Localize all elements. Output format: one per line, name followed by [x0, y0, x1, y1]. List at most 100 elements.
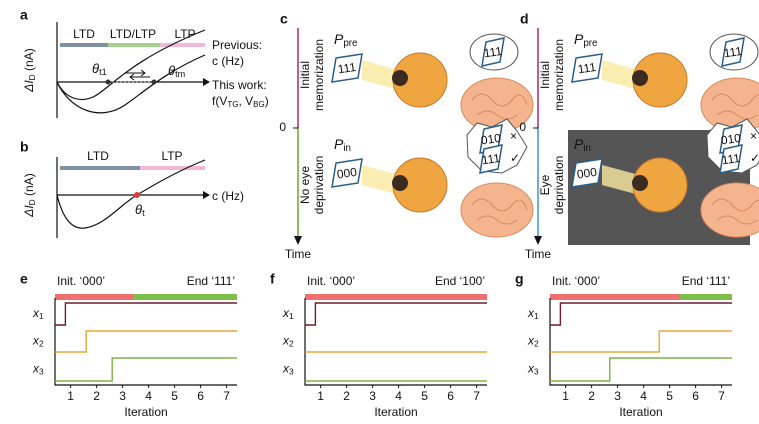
card: [481, 37, 505, 67]
threshold-label: θtm: [168, 63, 185, 79]
right-mark: ✓: [750, 151, 759, 165]
main: P: [574, 136, 584, 152]
start-label: Init. ‘000’: [552, 274, 600, 288]
signal-label: x1: [32, 306, 44, 321]
panel-label: a: [20, 7, 28, 23]
start-label: Init. ‘000’: [57, 274, 105, 288]
end: ): [265, 94, 269, 108]
region-label: LTP: [161, 149, 182, 163]
region-label: LTD: [87, 149, 109, 163]
axis: [549, 298, 732, 386]
main: θ: [135, 202, 142, 217]
main: θ: [168, 63, 175, 78]
main: P: [334, 31, 344, 47]
state-bar: [55, 294, 133, 300]
mid: , V: [238, 94, 253, 108]
pattern-text: 111: [577, 60, 597, 76]
unit: (nA): [22, 48, 36, 74]
region-label: LTD/LTP: [110, 27, 156, 41]
brain-folds: [711, 198, 759, 225]
pattern-text: 111: [337, 60, 357, 76]
x-axis-label: Iteration: [619, 405, 662, 419]
main: x: [527, 306, 535, 320]
card: [571, 158, 603, 188]
panel-label: d: [520, 11, 529, 27]
main: x: [32, 362, 40, 376]
card: [479, 144, 503, 174]
signal-label: x2: [527, 334, 539, 349]
panel-b-drawing: [56, 157, 210, 238]
x-tick-label: 5: [171, 389, 178, 403]
panel-label: c: [280, 11, 288, 27]
x-tick-label: 7: [223, 389, 230, 403]
sub: pre: [343, 38, 358, 49]
main: ΔI: [22, 80, 36, 93]
pattern-text: 111: [483, 44, 503, 60]
pattern-text: 111: [721, 151, 741, 167]
panel-a-drawing: [56, 22, 210, 118]
sub: 3: [289, 367, 294, 377]
threshold-label: θt: [135, 202, 145, 218]
sub: D: [27, 199, 37, 205]
iris: [632, 175, 648, 191]
signal-label: x2: [32, 334, 44, 349]
pattern-text: 000: [576, 165, 598, 182]
panel-label: g: [515, 271, 524, 287]
x-tick-label: 7: [473, 389, 480, 403]
time-label: Time: [525, 247, 552, 261]
axis: [304, 298, 487, 386]
unit: (nA): [22, 173, 36, 199]
x-axis-label: Iteration: [374, 405, 417, 419]
main: P: [334, 136, 344, 152]
x-tick-label: 4: [145, 389, 152, 403]
signal-line: [550, 357, 732, 382]
main: x: [282, 334, 290, 348]
signal-line: [305, 302, 487, 326]
brain-folds: [711, 93, 759, 120]
sub: TG: [227, 100, 238, 109]
pattern-name: Ppre: [574, 31, 598, 49]
sub: pre: [583, 38, 598, 49]
signal-label: x3: [527, 362, 539, 377]
sub: 3: [39, 367, 44, 377]
sub: 2: [39, 339, 44, 349]
pattern-text: 010: [480, 131, 502, 148]
main: ΔI: [22, 205, 36, 218]
threshold-label: θt1: [92, 61, 107, 77]
axis: [54, 298, 237, 386]
sub: 1: [534, 311, 539, 321]
x-tick-label: 5: [666, 389, 673, 403]
card: [331, 53, 363, 83]
wrong-mark: ×: [510, 129, 517, 143]
state-bar: [133, 294, 237, 300]
signal-label: x3: [282, 362, 294, 377]
main: x: [32, 306, 40, 320]
text-label: This work:: [212, 78, 267, 92]
phase-label: Eye: [538, 174, 552, 195]
text-label: Previous:: [212, 38, 262, 52]
main: x: [282, 362, 290, 376]
wrong-mark: ×: [750, 129, 757, 143]
end-label: End ‘111’: [187, 274, 235, 288]
x-tick-label: 3: [614, 389, 621, 403]
main: x: [527, 362, 535, 376]
phase-label: memorization: [312, 39, 326, 111]
y-axis-label: ΔID (nA): [22, 48, 37, 92]
x-tick-label: 2: [93, 389, 100, 403]
text-label: f(VTG, VBG): [212, 94, 269, 109]
x-tick-label: 2: [588, 389, 595, 403]
phase-label: No eye: [298, 166, 312, 204]
end-label: End ‘100’: [435, 274, 485, 288]
signal-label: x2: [282, 334, 294, 349]
end-label: End ‘111’: [682, 274, 730, 288]
axis-zero: 0: [279, 120, 286, 134]
main: x: [527, 334, 535, 348]
pattern-text: 000: [336, 165, 358, 182]
state-bar: [305, 294, 487, 300]
signal-line: [55, 302, 237, 326]
x-tick-label: 6: [447, 389, 454, 403]
f: f(V: [212, 94, 227, 108]
signal-line: [550, 330, 732, 353]
sub: BG: [253, 100, 265, 109]
pattern-name: Pin: [334, 136, 351, 154]
